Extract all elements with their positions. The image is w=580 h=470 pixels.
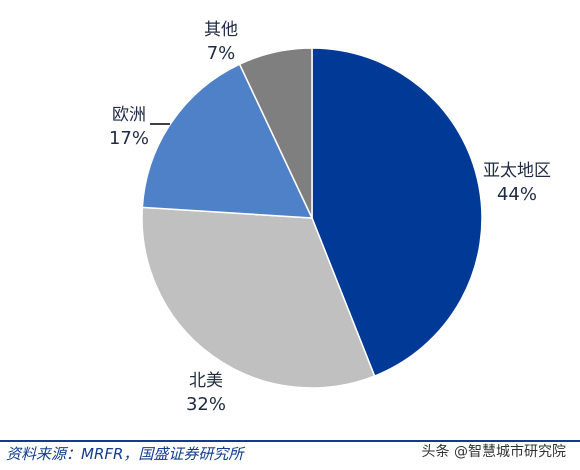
pie-slices xyxy=(141,47,483,389)
pie-chart: 亚太地区 44% 北美 32% 欧洲 17% 其他 7% xyxy=(109,20,551,415)
pie-slice-1 xyxy=(141,206,376,389)
footer-divider xyxy=(0,440,580,442)
slice-label-3: 其他 xyxy=(204,20,238,40)
pie-slice-0 xyxy=(311,47,483,378)
pie-slice-3 xyxy=(238,47,313,219)
slice-label-2: 欧洲 xyxy=(112,105,146,125)
slice-label-0: 亚太地区 xyxy=(483,161,551,181)
slice-label-1: 北美 xyxy=(189,371,223,391)
pie-slice-2 xyxy=(141,63,314,219)
pie-labels: 亚太地区 44% 北美 32% 欧洲 17% 其他 7% xyxy=(109,20,551,415)
source-note: 资料来源：MRFR，国盛证券研究所 xyxy=(6,445,244,463)
watermark: 头条 @智慧城市研究院 xyxy=(421,444,566,460)
slice-value-0: 44% xyxy=(497,184,537,205)
slice-value-2: 17% xyxy=(109,128,149,149)
slice-value-1: 32% xyxy=(186,394,226,415)
slice-value-3: 7% xyxy=(207,43,236,64)
